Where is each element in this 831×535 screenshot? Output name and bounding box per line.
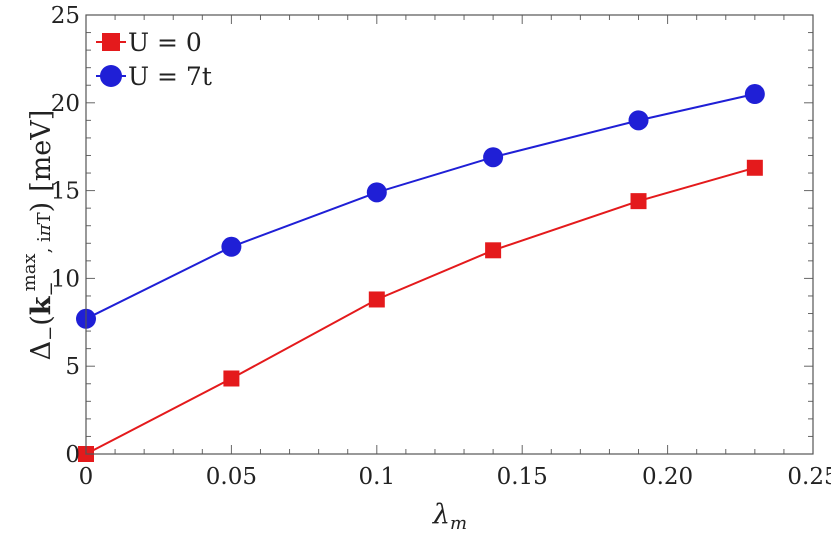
legend-label: U = 7t xyxy=(128,62,212,91)
y-axis-title: Δ−(k−max, iπT)[meV] xyxy=(19,110,62,361)
y-tick-label: 5 xyxy=(65,354,80,380)
x-tick-label: 0.25 xyxy=(787,464,831,490)
data-point-square xyxy=(746,159,763,176)
data-point-square xyxy=(368,291,385,308)
y-tick-label: 25 xyxy=(51,3,80,29)
data-point-square xyxy=(223,370,240,387)
x-tick-label: 0.05 xyxy=(206,464,257,490)
x-tick-label: 0.1 xyxy=(359,464,396,490)
data-point-circle xyxy=(221,236,242,257)
data-point-circle xyxy=(628,110,649,131)
y-tick-label: 15 xyxy=(51,179,80,205)
data-point-square xyxy=(630,193,647,210)
series-line-1 xyxy=(85,93,756,320)
legend-label: U = 0 xyxy=(128,28,202,57)
x-axis-title: λm xyxy=(432,499,467,534)
legend-marker-square xyxy=(102,33,120,51)
legend-marker-circle xyxy=(100,65,122,87)
plot-series xyxy=(76,84,765,462)
legend: U = 0 U = 7t xyxy=(96,28,212,91)
data-point-circle xyxy=(366,182,387,203)
tick-labels: 0 0.05 0.1 0.15 0.20 0.25 0 5 10 15 20 25 xyxy=(51,3,831,490)
x-tick-label: 0.20 xyxy=(642,464,693,490)
y-tick-label: 10 xyxy=(51,266,80,292)
y-tick-label: 0 xyxy=(65,442,80,468)
data-point-square xyxy=(485,242,502,259)
x-tick-label: 0.15 xyxy=(497,464,548,490)
y-tick-label: 20 xyxy=(51,91,80,117)
series-line-0 xyxy=(85,166,756,455)
plot-frame xyxy=(85,14,814,455)
data-point-circle xyxy=(483,147,504,168)
data-point-circle xyxy=(744,84,765,105)
x-tick-label: 0 xyxy=(79,464,94,490)
